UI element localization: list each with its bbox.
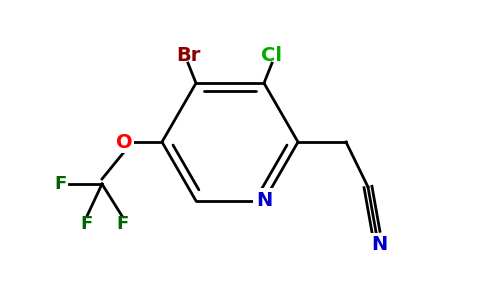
Text: N: N (371, 235, 387, 254)
Text: Cl: Cl (261, 46, 283, 64)
Text: O: O (116, 133, 132, 152)
Text: F: F (55, 175, 67, 193)
Text: N: N (256, 191, 272, 210)
Text: F: F (116, 215, 128, 233)
Text: Br: Br (176, 46, 200, 64)
Text: F: F (81, 215, 93, 233)
